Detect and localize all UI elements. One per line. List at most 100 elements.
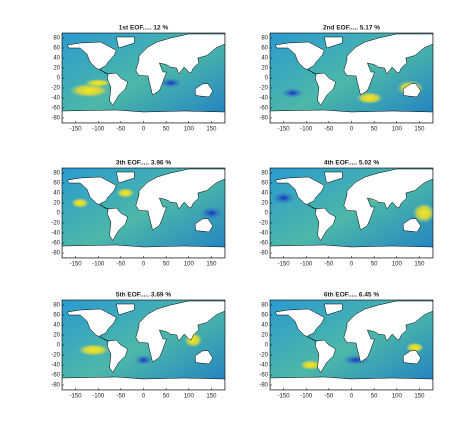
y-tick-label: -80 bbox=[259, 116, 268, 122]
x-tick-label: 100 bbox=[184, 262, 195, 268]
y-tick-label: 0 bbox=[57, 211, 61, 217]
y-tick-label: -20 bbox=[259, 221, 268, 227]
land bbox=[62, 109, 225, 123]
land bbox=[62, 376, 225, 390]
y-tick-label: 0 bbox=[57, 343, 61, 349]
anomaly bbox=[134, 355, 153, 365]
anomaly bbox=[356, 92, 384, 104]
panel-title: 3th EOF..... 3.96 % bbox=[116, 160, 171, 167]
anomaly bbox=[77, 344, 110, 356]
anomaly bbox=[200, 207, 223, 219]
land bbox=[343, 168, 433, 231]
x-tick-label: 100 bbox=[392, 127, 403, 133]
y-tick-label: 40 bbox=[261, 323, 268, 329]
y-tick-label: -60 bbox=[51, 373, 60, 379]
y-tick-label: 20 bbox=[53, 201, 60, 207]
land bbox=[270, 109, 433, 123]
y-tick-label: 0 bbox=[57, 76, 61, 82]
y-tick-label: 20 bbox=[261, 201, 268, 207]
x-tick-label: 150 bbox=[206, 262, 217, 268]
y-tick-label: 40 bbox=[261, 191, 268, 197]
land bbox=[315, 72, 336, 106]
x-tick-label: 0 bbox=[142, 394, 146, 400]
map-panel: 5th EOF..... 3.69 % -150 -100 -50 0 50 100 150 8… bbox=[51, 292, 226, 400]
y-tick-label: 40 bbox=[261, 56, 268, 62]
y-tick-label: 60 bbox=[261, 46, 268, 52]
y-tick-label: -20 bbox=[51, 221, 60, 227]
x-tick-label: -100 bbox=[92, 127, 105, 133]
y-tick-label: 80 bbox=[261, 171, 268, 177]
anomaly bbox=[299, 360, 323, 370]
y-tick-label: 80 bbox=[261, 303, 268, 309]
land bbox=[324, 303, 343, 316]
y-tick-label: 20 bbox=[53, 333, 60, 339]
x-tick-label: 0 bbox=[350, 127, 354, 133]
y-tick-label: 60 bbox=[261, 313, 268, 319]
map-field bbox=[270, 33, 433, 123]
y-tick-label: -20 bbox=[259, 353, 268, 359]
y-tick-label: -60 bbox=[259, 106, 268, 112]
land bbox=[107, 72, 128, 106]
y-tick-label: 40 bbox=[53, 323, 60, 329]
x-tick-label: 50 bbox=[371, 262, 378, 268]
y-tick-label: -40 bbox=[259, 363, 268, 369]
y-tick-label: 80 bbox=[53, 36, 60, 42]
x-tick-label: 100 bbox=[392, 262, 403, 268]
x-tick-label: -150 bbox=[70, 394, 83, 400]
y-tick-label: 20 bbox=[53, 66, 60, 72]
land bbox=[135, 300, 225, 363]
y-tick-label: -60 bbox=[259, 241, 268, 247]
land bbox=[402, 83, 422, 98]
land bbox=[402, 350, 422, 365]
y-tick-label: 40 bbox=[53, 56, 60, 62]
map-field bbox=[270, 300, 433, 390]
x-tick-label: -100 bbox=[92, 262, 105, 268]
x-tick-label: 50 bbox=[163, 394, 170, 400]
x-tick-label: 150 bbox=[414, 262, 425, 268]
y-tick-label: 0 bbox=[265, 76, 269, 82]
x-tick-label: -150 bbox=[70, 127, 83, 133]
land bbox=[402, 218, 422, 233]
land bbox=[67, 41, 117, 75]
x-tick-label: 100 bbox=[184, 127, 195, 133]
x-tick-label: 150 bbox=[206, 394, 217, 400]
land bbox=[275, 308, 325, 342]
y-tick-label: -80 bbox=[259, 383, 268, 389]
land bbox=[194, 350, 214, 365]
panel-title: 5th EOF..... 3.69 % bbox=[116, 292, 171, 299]
y-tick-label: -40 bbox=[259, 231, 268, 237]
y-tick-label: 20 bbox=[261, 333, 268, 339]
map-field bbox=[62, 168, 225, 258]
y-tick-label: 80 bbox=[53, 303, 60, 309]
x-tick-label: 0 bbox=[142, 262, 146, 268]
land bbox=[135, 168, 225, 231]
land bbox=[116, 171, 135, 184]
panel-title: 1st EOF..... 12 % bbox=[119, 25, 169, 32]
y-tick-label: -20 bbox=[259, 86, 268, 92]
x-tick-label: 50 bbox=[371, 127, 378, 133]
x-tick-label: -150 bbox=[278, 127, 291, 133]
y-tick-label: 80 bbox=[261, 36, 268, 42]
land bbox=[194, 83, 214, 98]
x-tick-label: 150 bbox=[414, 394, 425, 400]
map-panel: 3th EOF..... 3.96 % -150 -100 -50 0 50 100 150 8… bbox=[51, 160, 226, 268]
y-tick-label: -20 bbox=[51, 353, 60, 359]
land bbox=[67, 176, 117, 210]
x-tick-label: -100 bbox=[300, 262, 313, 268]
land bbox=[324, 36, 343, 49]
x-tick-label: -100 bbox=[300, 127, 313, 133]
y-tick-label: -40 bbox=[51, 363, 60, 369]
anomaly bbox=[159, 78, 182, 88]
y-tick-label: -60 bbox=[51, 241, 60, 247]
land bbox=[275, 41, 325, 75]
y-tick-label: 60 bbox=[53, 313, 60, 319]
x-tick-label: 50 bbox=[163, 262, 170, 268]
y-tick-label: 80 bbox=[53, 171, 60, 177]
y-tick-label: 60 bbox=[53, 46, 60, 52]
land bbox=[116, 303, 135, 316]
x-tick-label: -150 bbox=[278, 394, 291, 400]
x-tick-label: 100 bbox=[392, 394, 403, 400]
x-tick-label: 0 bbox=[350, 262, 354, 268]
map-panel: 2nd EOF..... 5.17 % -150 -100 -50 0 50 100 150 8… bbox=[259, 25, 434, 133]
